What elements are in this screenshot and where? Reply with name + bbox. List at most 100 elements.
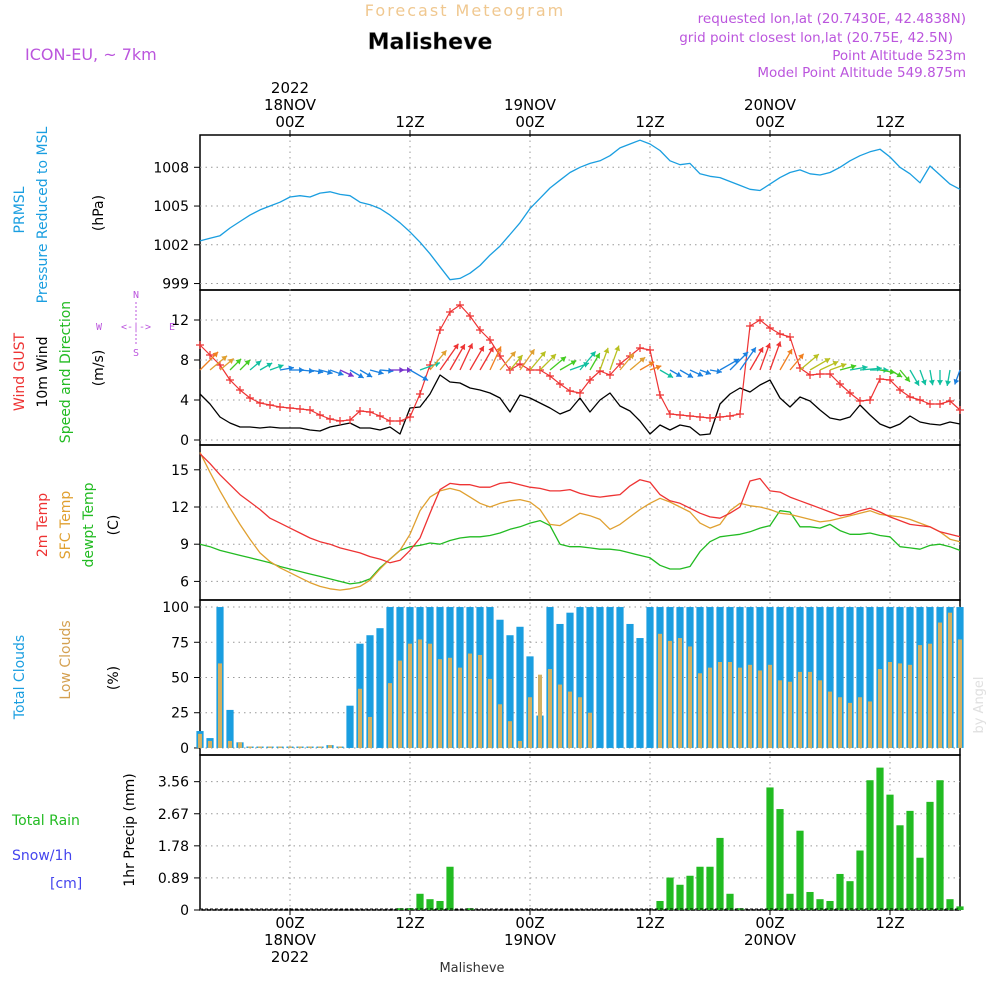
gust-marker [386,417,394,425]
wind-arrow-head [787,348,793,355]
wind-arrow-head [675,371,682,377]
temp-tick-label: 15 [171,463,189,479]
total-cloud-bar [836,607,844,748]
wind-arrow-head [517,355,523,361]
gust-marker [826,370,834,378]
rain-bar [726,893,734,910]
wind-arrow-head [733,358,740,364]
total-cloud-bar [826,607,834,748]
low-cloud-bar [507,721,513,748]
wind-arrow-head [337,370,344,377]
low-cloud-bar [787,681,793,748]
low-cloud-bar [527,697,533,748]
rain-bar [796,830,804,910]
clouds-tick-label: 50 [171,671,189,687]
gust-marker [806,371,814,379]
time-label: 12Z [875,113,904,131]
total-cloud-bar [856,607,864,748]
wind-arrow-head [765,343,771,349]
low-cloud-bar [827,691,833,748]
wind-arrow-head [388,367,394,374]
compass-s: S [133,348,139,359]
wind-tick-label: 8 [180,353,189,369]
low-cloud-bar [317,746,323,748]
low-cloud-bar [747,664,753,748]
precip-tick-label: 3.56 [158,775,189,791]
time-label: 20NOV [744,96,797,114]
total-cloud-bar [376,628,384,748]
temp-2m-line [199,453,961,564]
low-cloud-bar [197,733,203,748]
wind-arrow-head [540,351,546,358]
wind-tick-label: 12 [171,313,189,329]
low-cloud-bar [357,688,363,748]
rain-bar [436,900,444,910]
pressure-unit: (hPa) [91,195,107,231]
low-cloud-bar [547,669,553,748]
snow-unit: [cm] [50,876,82,892]
gust-marker [206,351,214,359]
compass-e: E [169,322,175,333]
gust-marker [846,389,854,397]
time-label: 12Z [395,113,424,131]
time-label: 18NOV [264,96,317,114]
low-cloud-bar [797,671,803,748]
low-cloud-bar [577,697,583,748]
low-cloud-bar [907,664,913,748]
gust-marker [546,372,554,380]
gust-marker [676,411,684,419]
wind-arrow-head [255,360,262,367]
grid-point-coords: grid point closest lon,lat (20.75E, 42.5… [679,30,953,46]
gust-marker [616,360,624,368]
rain-bar [656,900,664,910]
gust-marker [746,322,754,330]
total-cloud-bar [606,607,614,748]
gust-marker [646,346,654,354]
low-cloud-bar [867,701,873,748]
gust-marker [456,301,464,309]
total-cloud-bar [576,607,584,748]
total-cloud-bar [586,607,594,748]
gust-marker [446,308,454,316]
location-title: Malisheve [368,30,493,55]
wind-arrow-head [235,358,242,365]
wind-arrow-head [937,380,943,386]
gust-marker [886,376,894,384]
wind-arrow-head [775,341,782,348]
temp-2m-label: 2m Temp [35,493,51,557]
total-cloud-bar [516,626,524,748]
gust-marker [776,330,784,338]
total-cloud-bar [786,607,794,748]
total-cloud-bar [226,709,234,748]
clouds-tick-label: 100 [162,600,189,616]
gust-marker [876,375,884,383]
pressure-label-2: Pressure Reduced to MSL [35,126,51,303]
low-cloud-bar [677,638,683,748]
total-cloud-bar [386,607,394,748]
clouds-tick-label: 25 [171,706,189,722]
total-cloud-bar [866,607,874,748]
pressure-line [199,139,961,281]
low-cloud-bar [277,746,283,748]
wind-arrow-head [697,371,704,377]
wind-arrow [769,341,782,371]
compass-arrows: <-|-> [121,322,151,333]
compass-w: W [96,322,103,333]
rain-bar [446,866,454,910]
gust-marker [466,312,474,320]
low-cloud-bar [587,712,593,748]
wind-arrow-head [648,361,655,367]
low-cloud-bar [427,643,433,748]
rain-bar [896,825,904,910]
low-cloud-bar [727,662,733,748]
y-tick-labels: 999 1002 1005 1008 0 4 8 12 6 9 12 15 0 25 50 75 100 0 0.8… [153,160,189,919]
compass-rose: N S W E <-|-> [96,290,175,359]
low-cloud-bar [877,669,883,748]
low-cloud-bar [227,740,233,748]
gust-marker [326,415,334,423]
rain-bar [876,767,884,910]
wind-arrow-head [832,360,839,367]
wind-arrow-head [824,358,831,364]
low-cloud-bar [567,691,573,748]
pressure-tick-label: 999 [162,277,189,293]
